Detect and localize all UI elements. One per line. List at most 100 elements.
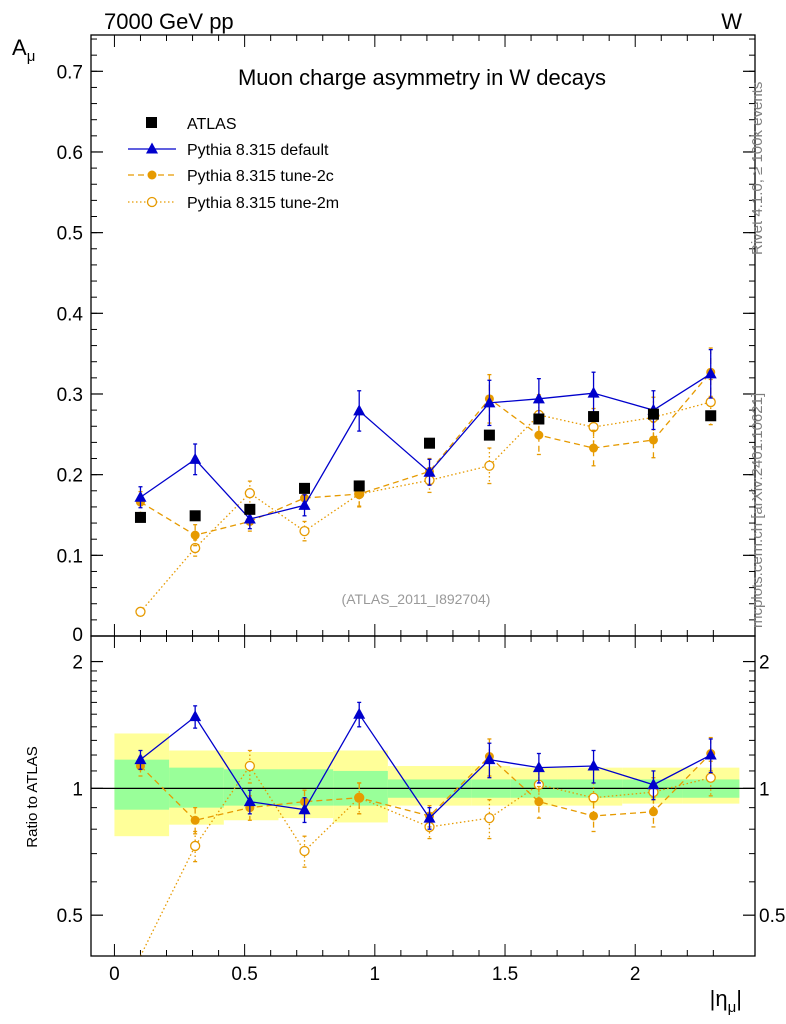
main-tune-2c-point xyxy=(589,443,599,453)
ratio-tune-2c-point xyxy=(190,815,200,825)
main-tune-2m-line xyxy=(139,401,711,613)
legend-label-tune-2m: Pythia 8.315 tune-2m xyxy=(187,195,339,212)
main-default-point xyxy=(134,490,147,502)
ratio-tune-2c-point xyxy=(534,797,544,807)
ratio-tune-2m-point xyxy=(588,792,599,803)
main-atlas-point xyxy=(705,410,717,422)
ratio-default-point xyxy=(189,710,202,722)
ratio-tune-2m-point xyxy=(299,845,310,857)
main-atlas-point xyxy=(588,411,600,423)
legend-marker-square xyxy=(146,117,157,128)
ratio-y-tick-label-right: 1 xyxy=(759,779,770,800)
main-atlas-point xyxy=(353,480,365,492)
ratio-y-tick-label-left: 1 xyxy=(72,779,83,800)
main-tune-2c-point xyxy=(534,430,544,440)
ratio-x-tick-label: 1 xyxy=(370,964,381,985)
main-tune-2c-point xyxy=(190,530,200,540)
header-energy-label: 7000 GeV pp xyxy=(104,9,234,34)
ratio-default-point xyxy=(298,803,311,815)
ratio-default-point xyxy=(587,759,600,771)
analysis-label: (ATLAS_2011_I892704) xyxy=(342,591,491,607)
ratio-tune-2c-point xyxy=(354,793,364,803)
ratio-y-tick-label-right: 0.5 xyxy=(759,906,785,927)
x-axis-title-sub: μ xyxy=(728,999,737,1016)
main-y-tick-label: 0.6 xyxy=(57,143,83,164)
mcplots-credit-label: mcplots.cern.ch [arXiv:2401.10621] xyxy=(749,393,766,628)
legend-entry-tune-2c: Pythia 8.315 tune-2c xyxy=(128,168,334,185)
main-default-point xyxy=(243,512,256,524)
legend-label-atlas: ATLAS xyxy=(187,116,237,133)
legend-entry-tune-2m: Pythia 8.315 tune-2m xyxy=(128,195,339,212)
ratio-default-point xyxy=(704,748,717,760)
main-default-point xyxy=(704,367,717,379)
main-default-point xyxy=(353,404,366,416)
legend-label-tune-2c: Pythia 8.315 tune-2c xyxy=(187,168,334,185)
ratio-x-tick-label: 2 xyxy=(630,964,641,985)
main-y-tick-label: 0.5 xyxy=(57,224,83,245)
main-atlas-point xyxy=(647,408,659,420)
ratio-tune-2m-point xyxy=(484,812,495,824)
y-axis-title-main: A xyxy=(12,35,27,60)
legend-marker-triangle xyxy=(146,142,158,154)
ratio-y-tick-label-right: 2 xyxy=(759,653,770,674)
main-tune-2c-line xyxy=(140,371,712,536)
ratio-panel-frame xyxy=(90,635,756,957)
ratio-default-point xyxy=(647,778,660,790)
ratio-tune-2c-point xyxy=(648,807,658,817)
main-y-tick-label: 0.2 xyxy=(57,466,83,487)
ratio-x-tick-label: 1.5 xyxy=(492,964,518,985)
main-tune-2c-point xyxy=(648,435,658,445)
main-y-tick-label-zero: 0 xyxy=(72,625,83,646)
x-axis-title-close: | xyxy=(736,986,742,1011)
main-y-tick-label: 0.1 xyxy=(57,546,83,567)
y-axis-title: Aμ xyxy=(12,35,35,65)
main-default-point xyxy=(298,498,311,510)
ratio-stat-uncertainty-band xyxy=(169,767,224,808)
legend-marker-filled-circle xyxy=(147,170,157,180)
main-default-point xyxy=(532,392,545,404)
ratio-default-point xyxy=(423,811,436,823)
ratio-default-point xyxy=(483,753,496,765)
ratio-default-point xyxy=(134,753,147,765)
main-y-tick-label: 0.7 xyxy=(57,62,83,83)
rivet-version-label: Rivet 4.1.0, ≥ 100k events xyxy=(749,82,766,255)
ratio-panel-series xyxy=(134,701,717,957)
ratio-y-axis-title: Ratio to ATLAS xyxy=(24,746,41,847)
main-tune-2m-point xyxy=(705,396,716,408)
legend: ATLAS Pythia 8.315 default Pythia 8.315 … xyxy=(128,116,339,212)
main-tune-2m-point xyxy=(244,488,255,499)
x-axis-title: |ημ| xyxy=(710,986,742,1016)
main-tune-2m-point xyxy=(135,606,146,617)
main-y-tick-label: 0.3 xyxy=(57,385,83,406)
ratio-tune-2c-point xyxy=(589,811,599,821)
main-default-point xyxy=(483,396,496,408)
header-process-label: W xyxy=(721,9,742,34)
ratio-default-point xyxy=(353,707,366,719)
legend-entry-atlas: ATLAS xyxy=(146,116,237,133)
main-default-point xyxy=(423,465,436,477)
main-panel-ticks: 0.1 0.2 0.3 0.4 0.5 0.6 0.7 0 xyxy=(57,35,755,646)
main-atlas-point xyxy=(189,510,201,522)
main-default-point xyxy=(587,386,600,398)
main-tune-2m-point xyxy=(484,460,495,471)
ratio-x-tick-label: 0 xyxy=(109,964,120,985)
main-atlas-point xyxy=(424,437,436,449)
ratio-tune-2m-point xyxy=(244,760,255,772)
ratio-y-tick-label-left: 2 xyxy=(72,653,83,674)
ratio-default-point xyxy=(532,761,545,773)
y-axis-title-sub: μ xyxy=(27,48,36,65)
main-atlas-point xyxy=(483,429,495,441)
main-atlas-point xyxy=(299,482,311,494)
legend-label-default: Pythia 8.315 default xyxy=(187,142,329,159)
main-atlas-point xyxy=(134,511,146,523)
ratio-x-tick-label: 0.5 xyxy=(231,964,257,985)
ratio-tune-2m-point xyxy=(705,772,716,783)
plot-title: Muon charge asymmetry in W decays xyxy=(238,65,606,90)
ratio-tune-2m-point xyxy=(190,840,201,852)
main-atlas-point xyxy=(533,413,545,425)
main-y-tick-label: 0.4 xyxy=(57,304,84,325)
legend-marker-open-circle xyxy=(146,196,158,208)
legend-entry-default: Pythia 8.315 default xyxy=(128,142,329,159)
ratio-panel-ticks: 0.5 0.5 1 1 2 2 0 0.5 1 1.5 2 xyxy=(57,636,785,985)
